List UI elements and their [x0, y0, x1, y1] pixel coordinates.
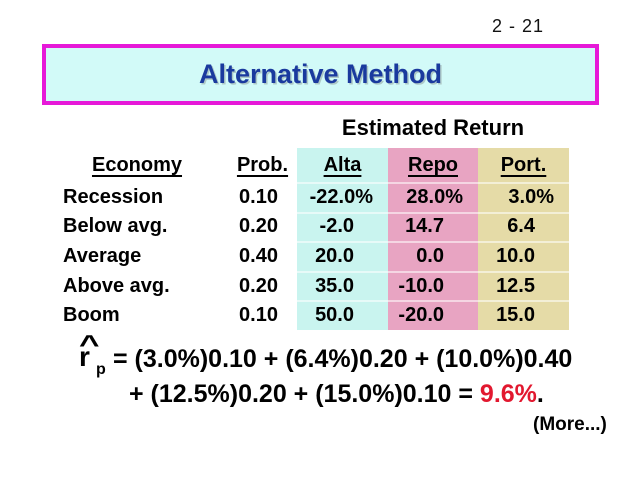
slide-number: 2 - 21	[492, 16, 545, 36]
more-note: (More...)	[533, 414, 607, 435]
column-header-repo: Repo	[388, 148, 478, 182]
table-cell-port: 10.0	[478, 241, 569, 271]
page-title: Alternative Method	[198, 59, 443, 89]
table-cell-port: 3.0%	[478, 182, 569, 212]
table-cell-prob: 0.10	[239, 304, 278, 327]
table-cell-port: 15.0	[478, 300, 569, 330]
formula-line-2-terms: + (12.5%)0.20 + (15.0%)0.10 =	[129, 380, 480, 408]
table-cell-port: 6.4	[478, 211, 569, 242]
table-cell-prob: 0.20	[239, 274, 278, 297]
formula-line-1: = (3.0%)0.10 + (6.4%)0.20 + (10.0%)0.40	[113, 345, 573, 373]
table-cell-alta: -2.0	[297, 211, 388, 242]
table-row-label: Boom	[63, 304, 120, 327]
column-header-prob: Prob.	[236, 154, 289, 176]
formula-line-2: + (12.5%)0.20 + (15.0%)0.10 = 9.6%.	[129, 380, 544, 409]
table-cell-alta: 35.0	[297, 270, 388, 301]
returns-table: Economy Prob. Alta Repo Port. Recession …	[60, 148, 569, 330]
table-cell-alta: -22.0%	[297, 182, 388, 212]
table-cell-repo: 28.0%	[388, 182, 478, 212]
table-row-label: Recession	[63, 185, 164, 208]
table-row-label: Average	[63, 244, 142, 267]
table-group-header: Estimated Return	[341, 115, 525, 140]
formula-r-symbol: r	[79, 341, 90, 372]
formula-subscript: p	[96, 361, 106, 378]
r-hat-accent: ^	[79, 329, 100, 359]
formula-line-2-period: .	[536, 380, 544, 408]
table-cell-repo: 0.0	[388, 241, 478, 271]
title-banner: Alternative Method	[42, 44, 599, 105]
table-cell-prob: 0.10	[239, 185, 278, 208]
table-cell-alta: 20.0	[297, 241, 388, 271]
table-cell-repo: -10.0	[388, 270, 478, 301]
column-header-economy: Economy	[91, 154, 183, 176]
table-cell-port: 12.5	[478, 270, 569, 301]
table-row-label: Above avg.	[63, 274, 170, 297]
table-row-label: Below avg.	[63, 215, 168, 238]
formula-result-value: 9.6%	[479, 380, 537, 408]
table-cell-alta: 50.0	[297, 300, 388, 330]
table-cell-repo: 14.7	[388, 211, 478, 242]
table-cell-repo: -20.0	[388, 300, 478, 330]
table-cell-prob: 0.20	[239, 215, 278, 238]
table-cell-prob: 0.40	[239, 244, 278, 267]
column-header-alta: Alta	[297, 148, 388, 182]
column-header-port: Port.	[478, 148, 569, 182]
